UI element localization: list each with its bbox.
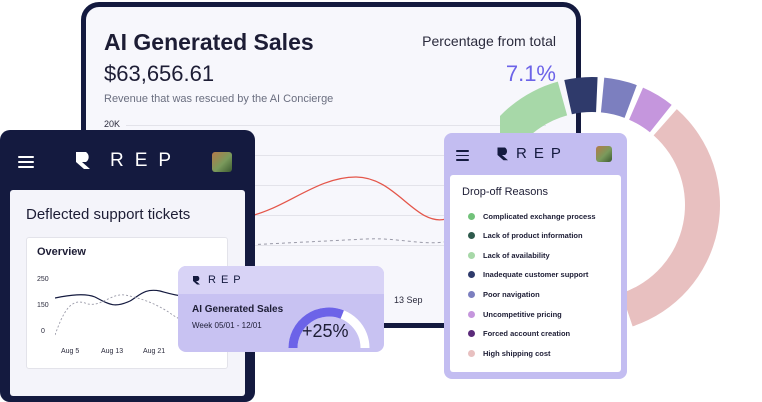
percentage-label: Percentage from total: [422, 33, 556, 49]
overview-title: Overview: [37, 246, 86, 258]
legend-dot: [468, 349, 475, 357]
legend-item: Poor navigation: [468, 288, 540, 300]
legend-label: Uncompetitive pricing: [483, 309, 562, 319]
gauge-fill: [288, 307, 344, 349]
legend-dot: [468, 330, 475, 338]
legend-item: Uncompetitive pricing: [468, 308, 562, 320]
y-axis-tick: 0: [41, 328, 45, 335]
sales-compare-line: [246, 206, 546, 246]
sales-title: AI Generated Sales: [104, 29, 314, 55]
brand-name: REP: [208, 274, 246, 286]
avatar[interactable]: [212, 152, 232, 172]
x-axis-tick: 13 Sep: [394, 295, 423, 305]
mini-progress-gauge: [288, 307, 370, 349]
brand-name: REP: [516, 145, 568, 162]
legend-label: Lack of product information: [483, 231, 583, 241]
donut-segment: [600, 77, 637, 118]
grid-line: [126, 215, 546, 216]
legend-dot: [468, 232, 475, 240]
avatar[interactable]: [596, 146, 612, 162]
legend-dot: [468, 310, 475, 318]
grid-line: [126, 245, 546, 246]
x-axis-tick: Aug 13: [101, 348, 124, 355]
rep-logo-icon: [76, 152, 90, 169]
overview-line-chart: [55, 289, 223, 336]
donut-segment: [629, 87, 672, 133]
legend-label: Complicated exchange process: [483, 211, 596, 221]
drop-off-header: REP: [444, 133, 627, 175]
drop-off-card: REP Drop-off Reasons Complicated exchang…: [444, 133, 627, 379]
rep-logo-icon: [193, 276, 200, 285]
sales-subtitle: Revenue that was rescued by the AI Conci…: [104, 93, 334, 105]
deflected-tickets-title: Deflected support tickets: [26, 206, 191, 223]
y-axis-tick: 250: [37, 276, 49, 283]
ai-sales-mini-card: REP AI Generated Sales Week 05/01 - 12/0…: [178, 266, 384, 352]
grid-line: [126, 155, 546, 156]
legend-label: Forced account creation: [483, 329, 571, 339]
phone-header: REP: [0, 130, 255, 190]
legend-dot: [468, 212, 475, 220]
legend-item: Inadequate customer support: [468, 269, 588, 281]
legend-item: Forced account creation: [468, 328, 570, 340]
x-axis-tick: Aug 21: [143, 348, 166, 355]
rep-logo-icon: [497, 147, 508, 161]
legend-label: Lack of availability: [483, 250, 550, 260]
legend-dot: [468, 290, 475, 298]
legend-label: Inadequate customer support: [483, 270, 589, 280]
mini-card-title: AI Generated Sales: [192, 304, 284, 315]
overview-compare-line: [55, 294, 206, 336]
hamburger-menu-icon[interactable]: [456, 150, 469, 161]
legend-label: Poor navigation: [483, 289, 540, 299]
legend-label: High shipping cost: [483, 348, 551, 358]
legend-item: Lack of availability: [468, 249, 550, 261]
legend-item: High shipping cost: [468, 347, 551, 359]
brand-name: REP: [110, 150, 183, 171]
y-axis-tick: 20K: [104, 119, 121, 129]
hamburger-menu-icon[interactable]: [18, 156, 34, 168]
legend-item: Complicated exchange process: [468, 210, 596, 222]
mini-card-percentage: +25%: [302, 321, 349, 341]
legend-item: Lack of product information: [468, 230, 583, 242]
donut-segment: [564, 76, 598, 115]
mini-card-header: REP: [178, 266, 384, 294]
drop-off-title: Drop-off Reasons: [462, 186, 549, 198]
legend-dot: [468, 271, 475, 279]
overview-series-line: [55, 289, 223, 306]
legend-dot: [468, 251, 475, 259]
sales-amount: $63,656.61: [104, 61, 215, 86]
mini-card-week: Week 05/01 - 12/01: [192, 321, 262, 330]
percentage-value: 7.1%: [505, 61, 556, 86]
x-axis-tick: Aug 5: [61, 348, 80, 355]
donut-segment: [621, 109, 720, 327]
grid-line: [126, 185, 546, 186]
y-axis-tick: 150: [37, 302, 49, 309]
grid-line: [126, 125, 546, 126]
drop-off-content: Drop-off Reasons Complicated exchange pr…: [450, 175, 621, 372]
